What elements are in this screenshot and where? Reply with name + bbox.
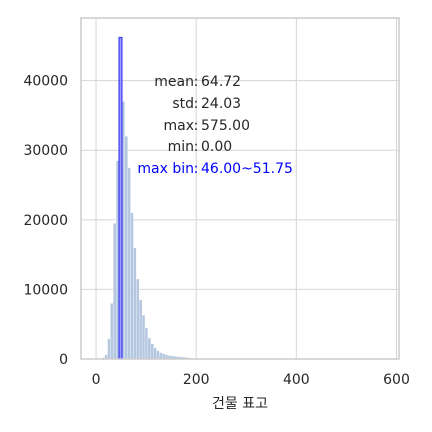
annotation-mean-value: 64.72: [201, 74, 241, 90]
histogram-bar-4: [113, 223, 117, 360]
y-tick-label-2: 20000: [23, 213, 68, 229]
plot-frame: [80, 17, 400, 360]
y-tick-labels: 0 10000 20000 30000 40000: [23, 74, 68, 368]
axes-border: [80, 17, 400, 360]
histogram-bar-17: [150, 343, 154, 360]
annotation-std-label: std: [172, 96, 194, 112]
histogram-bar-3: [110, 303, 114, 360]
histogram-bar-19: [156, 350, 160, 360]
y-tick-label-1: 10000: [23, 282, 68, 298]
histogram-bar-16: [147, 337, 151, 360]
histogram-bar-10: [130, 212, 134, 360]
x-tick-label-1: 200: [183, 372, 210, 388]
histogram-bar-14: [141, 315, 146, 360]
histogram-bar-13: [139, 299, 143, 360]
max-bin-bar: [118, 36, 123, 360]
x-tick-label-3: 600: [383, 372, 410, 388]
histogram-bar-21: [162, 353, 166, 360]
annotation-std-separator: :: [194, 96, 199, 112]
histogram-bars: [101, 36, 197, 360]
histogram-bar-2: [107, 338, 111, 360]
histogram-bar-12: [136, 278, 140, 360]
x-tick-label-0: 0: [92, 372, 101, 388]
annotation-std-value: 24.03: [201, 96, 241, 112]
y-tick-label-3: 30000: [23, 143, 68, 159]
grid-lines: [81, 18, 399, 360]
histogram-bar-18: [153, 347, 157, 360]
y-tick-label-4: 40000: [23, 74, 68, 90]
histogram-bar-15: [144, 327, 149, 360]
x-axis-label: 건물 표고: [212, 396, 268, 412]
x-tick-label-2: 400: [283, 372, 310, 388]
annotation-max-separator: :: [194, 118, 199, 134]
annotation-min-separator: :: [194, 139, 199, 155]
x-tick-labels: 0 200 400 600: [92, 372, 410, 388]
annotation-min-value: 0.00: [201, 139, 232, 155]
annotation-max-value: 575.00: [201, 118, 250, 134]
annotation-max-bin-label: max bin: [137, 161, 194, 177]
histogram-bar-20: [159, 352, 163, 360]
annotation-max-bin-value: 46.00~51.75: [201, 161, 293, 177]
histogram-bar-9: [127, 167, 131, 360]
y-tick-label-0: 0: [59, 352, 68, 368]
histogram-bar-8: [124, 136, 128, 360]
annotation-min-label: min: [168, 139, 194, 155]
histogram-bar-11: [133, 247, 137, 360]
annotation-max-label: max: [163, 118, 194, 134]
annotation-mean-label: mean: [154, 74, 194, 90]
stats-annotations: mean:64.72std:24.03max:575.00min:0.00max…: [137, 74, 293, 177]
annotation-max-bin-separator: :: [194, 161, 199, 177]
annotation-mean-separator: :: [194, 74, 199, 90]
